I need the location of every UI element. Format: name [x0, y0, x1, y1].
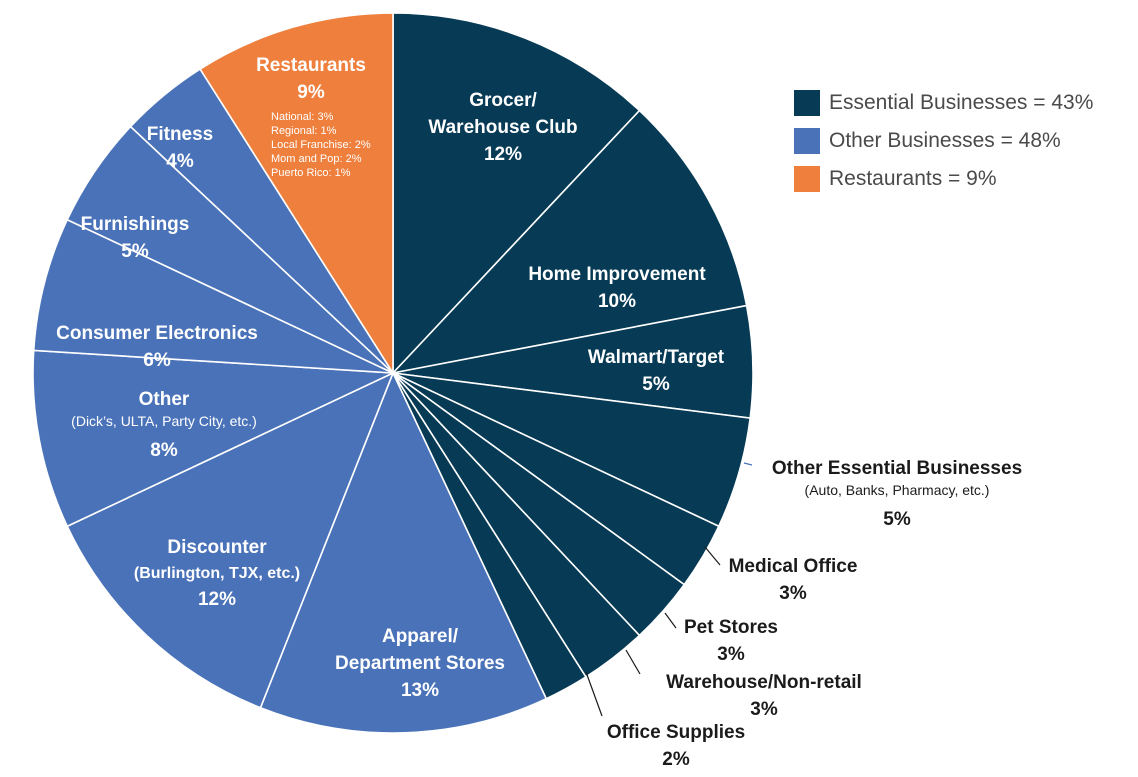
slice-name-text: Warehouse Club [428, 117, 577, 138]
legend-label: Other Businesses = 48% [829, 129, 1061, 152]
slice-name-text: Pet Stores [684, 617, 778, 638]
slice-value-text: 8% [150, 440, 178, 461]
legend-label: Restaurants = 9% [829, 167, 997, 190]
leader-line-medical-office [704, 546, 721, 566]
slice-name-text: Restaurants [256, 55, 366, 76]
slice-name-text: Consumer Electronics [56, 323, 258, 344]
pie-slice-home-improvement [390, 109, 748, 375]
slice-name-text: Walmart/Target [588, 347, 725, 368]
slice-value-text: 5% [883, 509, 911, 530]
legend-item-other: Other Businesses = 48% [794, 122, 1093, 160]
pie-slice-other [32, 349, 394, 528]
slice-name-text: Office Supplies [607, 722, 745, 743]
slice-value-text: 3% [717, 644, 745, 665]
pie-slice-grocer-warehouse-club [392, 12, 641, 376]
slice-name-text: Home Improvement [528, 264, 706, 285]
slice-name-text: Discounter [167, 537, 267, 558]
legend-swatch [794, 90, 820, 116]
slice-sub-text: (Dick’s, ULTA, Party City, etc.) [71, 413, 257, 429]
leader-line-warehouse-non-retail [625, 649, 641, 675]
slice-value-text: 3% [750, 699, 778, 720]
legend-item-essential: Essential Businesses = 43% [794, 84, 1093, 122]
restaurants-detail-text: National: 3% [271, 111, 334, 123]
slice-name-text: Fitness [147, 124, 214, 145]
legend-label: Essential Businesses = 43% [829, 91, 1094, 114]
legend-swatch [794, 128, 820, 154]
slice-value-text: 5% [642, 374, 670, 395]
restaurants-detail-text: Regional: 1% [271, 125, 337, 137]
legend-swatch [794, 166, 820, 192]
slice-value-text: 3% [779, 583, 807, 604]
slice-name-text: Department Stores [335, 653, 505, 674]
slice-value-text: 6% [143, 350, 171, 371]
slice-value-text: 13% [401, 680, 439, 701]
slice-name-text: (Burlington, TJX, etc.) [134, 565, 300, 582]
slice-label-office-supplies: Office Supplies 2% [607, 722, 745, 770]
slice-name-text: Other Essential Businesses [772, 458, 1022, 479]
slice-value-text: 12% [198, 589, 236, 610]
slice-label-walmart-target: Walmart/Target 5% [588, 347, 725, 395]
slice-value-text: 2% [662, 749, 690, 770]
slice-label-apparel-department-stores: Apparel/Department Stores 13% [335, 626, 505, 701]
slice-name-text: Medical Office [729, 556, 858, 577]
restaurants-detail-text: Local Franchise: 2% [271, 139, 371, 151]
legend: Essential Businesses = 43% Other Business… [794, 84, 1093, 198]
slice-label-warehouse-non-retail: Warehouse/Non-retail 3% [666, 672, 862, 720]
slice-value-text: 5% [121, 241, 149, 262]
slice-label-fitness: Fitness 4% [147, 124, 214, 172]
restaurants-detail-text: Puerto Rico: 1% [271, 167, 351, 179]
slice-label-restaurants: Restaurants 9% National: 3% Regional: 1% Loc… [256, 55, 371, 179]
pie-slice-restaurants [198, 12, 394, 376]
leader-line-pet-stores [664, 612, 677, 629]
slice-label-pet-stores: Pet Stores 3% [684, 617, 778, 665]
slice-label-other-essential-businesses: Other Essential Businesses (Auto, Banks, … [772, 458, 1022, 530]
pie-slice-consumer-electronics [32, 218, 394, 374]
slice-value-text: 12% [484, 144, 522, 165]
leader-line-other-essential-businesses [743, 462, 753, 466]
pie-slice-discounter [66, 371, 395, 709]
slice-label-discounter: Discounter (Burlington, TJX, etc.) 12% [134, 537, 300, 610]
slice-label-home-improvement: Home Improvement 10% [528, 264, 706, 312]
slice-label-other: Other (Dick’s, ULTA, Party City, etc.) 8% [71, 389, 257, 461]
slice-value-text: 9% [297, 82, 325, 103]
pie-slice-apparel-department-stores [259, 370, 548, 734]
slice-value-text: 4% [166, 151, 194, 172]
slice-name-text: Apparel/ [382, 626, 459, 647]
slice-name-text: Furnishings [81, 214, 190, 235]
slice-value-text: 10% [598, 291, 636, 312]
legend-item-restaurants: Restaurants = 9% [794, 160, 1093, 198]
slice-sub-text: (Auto, Banks, Pharmacy, etc.) [805, 482, 990, 498]
slice-label-medical-office: Medical Office 3% [729, 556, 858, 604]
slice-label-consumer-electronics: Consumer Electronics 6% [56, 323, 258, 371]
slice-label-furnishings: Furnishings 5% [81, 214, 190, 262]
restaurants-detail-text: Mom and Pop: 2% [271, 153, 362, 165]
slice-name-text: Other [139, 389, 190, 410]
slice-label-grocer-warehouse-club: Grocer/Warehouse Club 12% [428, 90, 577, 165]
slice-name-text: Grocer/ [469, 90, 537, 111]
slice-name-text: Warehouse/Non-retail [666, 672, 862, 693]
leader-line-office-supplies [585, 671, 603, 717]
